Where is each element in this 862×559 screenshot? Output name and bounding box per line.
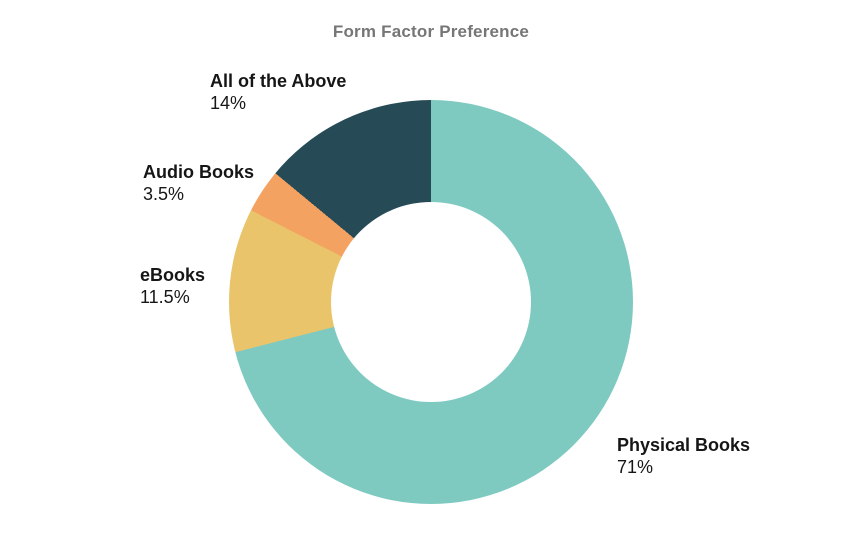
slice-percent: 71% (617, 457, 654, 477)
slice-name: All of the Above (210, 71, 347, 91)
chart-title: Form Factor Preference (332, 22, 530, 41)
slice-percent: 11.5% (140, 287, 190, 307)
slice-label-audio-books: Audio Books 3.5% (143, 161, 254, 205)
slice-name: eBooks (140, 265, 206, 285)
slice-label-physical-books: Physical Books 71% (617, 434, 750, 478)
slice-percent: 14% (210, 93, 247, 113)
slice-name: Audio Books (143, 162, 254, 182)
donut-hole (331, 202, 531, 402)
slice-label-all-of-the-above: All of the Above 14% (210, 70, 346, 114)
slice-label-ebooks: eBooks 11.5% (140, 264, 205, 308)
donut-ring[interactable] (229, 100, 633, 504)
slice-percent: 3.5% (143, 184, 185, 204)
slice-name: Physical Books (617, 435, 751, 455)
